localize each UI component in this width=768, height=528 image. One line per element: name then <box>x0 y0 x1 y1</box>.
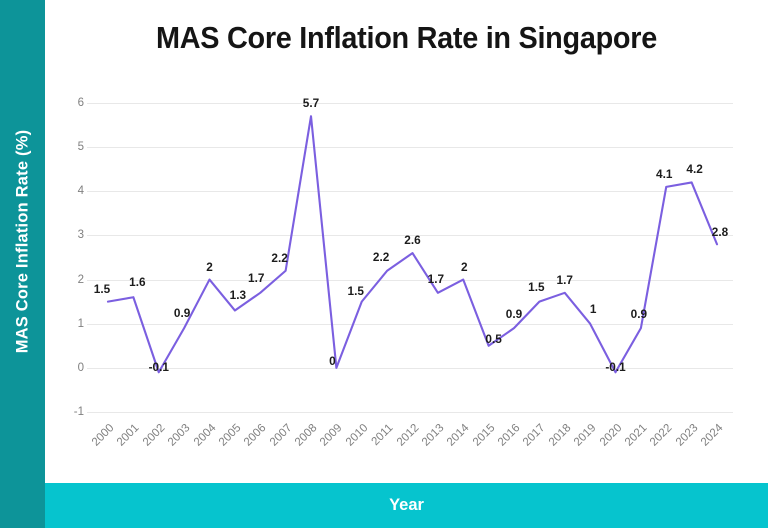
y-axis-tick-label: 3 <box>77 229 84 242</box>
data-point-label: 2.2 <box>372 249 390 264</box>
y-axis-tick-label: 1 <box>77 317 84 330</box>
gridline <box>87 367 733 369</box>
data-point-label: 2.2 <box>271 250 288 265</box>
x-axis-title: Year <box>389 496 424 514</box>
data-point-label: 1.5 <box>528 279 545 294</box>
gridline <box>87 323 733 325</box>
gridline <box>87 235 733 237</box>
y-axis-tick-label: 5 <box>77 141 84 154</box>
gridline <box>87 147 733 149</box>
left-teal-band <box>0 0 45 528</box>
data-point-label: 2.8 <box>711 225 729 240</box>
data-point-label: 1.7 <box>556 272 573 287</box>
inflation-line <box>106 115 719 374</box>
data-point-label: -0.1 <box>605 360 626 375</box>
data-point-label: 0.9 <box>630 307 648 322</box>
line-series <box>106 115 719 374</box>
data-point-label: 4.1 <box>656 166 673 181</box>
data-point-label: 1.7 <box>248 270 265 285</box>
gridline <box>87 412 733 413</box>
gridline <box>87 191 733 193</box>
y-axis-tick-label: -1 <box>73 406 84 418</box>
data-point-label: 1 <box>589 301 597 316</box>
data-point-label: 0.5 <box>485 331 502 346</box>
data-point-label: 1.5 <box>347 283 364 298</box>
data-point-label: 2 <box>206 259 213 274</box>
data-point-label: 0 <box>329 353 336 368</box>
bottom-teal-band <box>45 483 768 528</box>
page-title: MAS Core Inflation Rate in Singapore <box>156 20 657 55</box>
plot-area: 6 5 4 3 2 1 0 -1 1.5 1.6 -0.1 0.9 2 1.3 1.7 2.2 5.7 0 1.5… <box>73 96 733 449</box>
data-point-label: 0.9 <box>505 307 523 322</box>
data-point-label: 2.6 <box>404 233 421 248</box>
y-axis-tick-label: 2 <box>77 273 84 286</box>
data-point-label: -0.1 <box>148 360 169 375</box>
data-point-label: 0.9 <box>173 306 191 321</box>
data-point-label: 2 <box>460 259 468 274</box>
data-point-label: 1.3 <box>229 288 247 303</box>
gridline <box>87 279 733 281</box>
gridline <box>87 103 733 104</box>
data-point-label: 1.6 <box>129 275 146 290</box>
y-axis-tick-label: 6 <box>77 97 84 109</box>
y-axis-tick-label: 4 <box>77 185 84 198</box>
y-axis-tick-label: 0 <box>77 361 84 374</box>
data-point-label: 4.2 <box>686 162 703 177</box>
data-point-label: 5.7 <box>302 96 320 111</box>
data-point-label: 1.5 <box>93 281 111 296</box>
data-point-label: 1.7 <box>427 271 445 286</box>
